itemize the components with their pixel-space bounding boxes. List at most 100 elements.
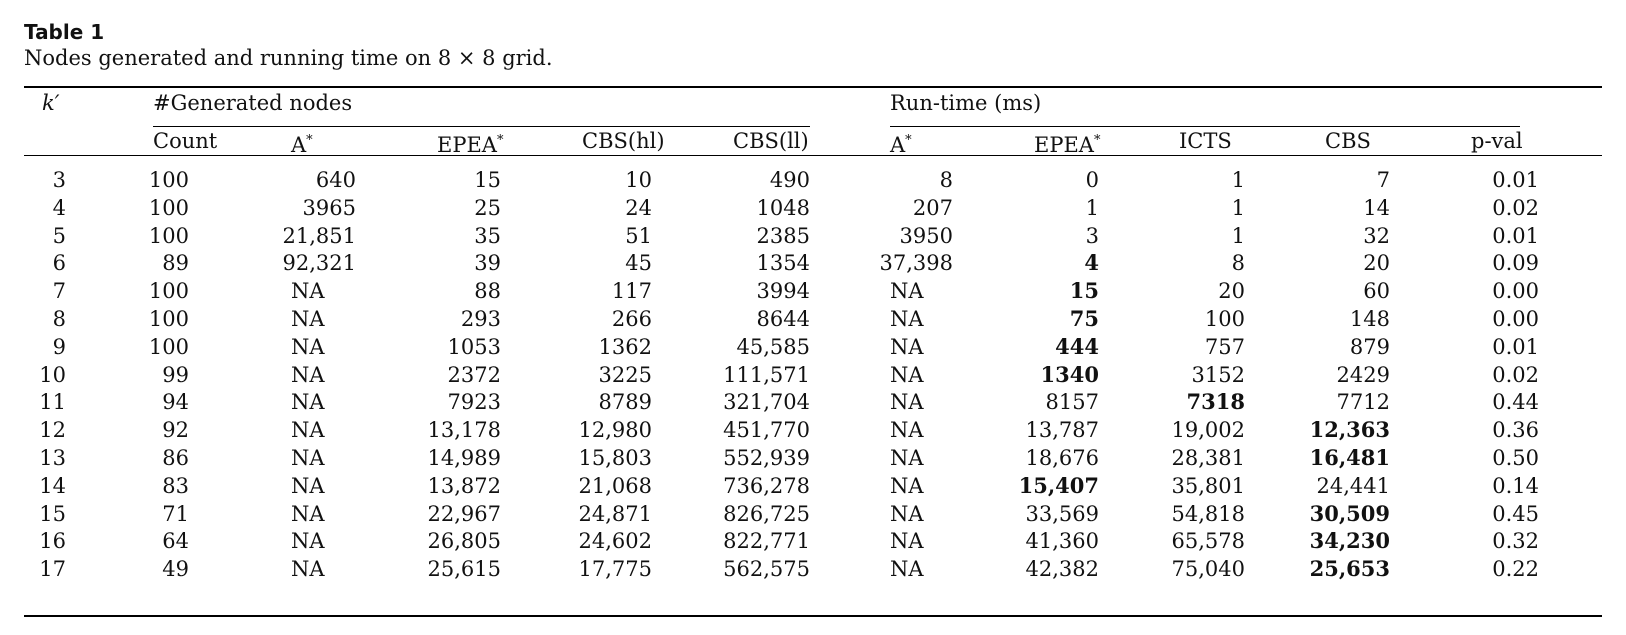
- table-cell-epea-nodes: 39: [474, 251, 501, 276]
- table-cell-count: 86: [162, 446, 189, 470]
- table-cell-cbs-runtime: 7712: [1336, 390, 1390, 415]
- k-value: 4: [52, 195, 66, 220]
- table-cell-count: 100: [148, 168, 189, 192]
- table-cell-icts: 3152: [1191, 362, 1245, 387]
- table-cell-cbs-ll: 826,725: [723, 501, 810, 526]
- table-cell-astar-nodes: NA: [291, 418, 325, 443]
- column-header-p-val: p-val: [1471, 129, 1523, 153]
- table-cell-astar-nodes: NA: [291, 307, 325, 331]
- table-cell-icts: 757: [1204, 334, 1245, 359]
- table-cell-epea-runtime: 18,676: [1025, 446, 1099, 470]
- table-cell-count: 49: [162, 557, 189, 582]
- table-cell-cbs-ll: 1048: [756, 195, 810, 220]
- table-cell-p-val: 0.02: [1492, 195, 1539, 220]
- table-cell-count: 100: [148, 223, 189, 248]
- table-caption-title: Table 1: [24, 20, 105, 44]
- table-cell-icts: 28,381: [1171, 446, 1245, 470]
- table-cell-epea-runtime: 3: [1085, 223, 1099, 248]
- table-cell-p-val: 0.45: [1492, 501, 1539, 526]
- table-cell-astar-nodes: NA: [291, 390, 325, 415]
- table-cell-cbs-hl: 12,980: [578, 418, 652, 443]
- table-cell-p-val: 0.32: [1492, 529, 1539, 554]
- table-cell-p-val: 0.01: [1492, 168, 1539, 192]
- table-cell-icts: 1: [1231, 223, 1245, 248]
- k-value: 7: [52, 279, 66, 304]
- table-cell-icts: 65,578: [1171, 529, 1245, 554]
- table-top-rule: [24, 86, 1602, 88]
- table-cell-cbs-runtime: 24,441: [1316, 473, 1390, 498]
- table-cell-cbs-hl: 24: [625, 195, 652, 220]
- table-cell-p-val: 0.22: [1492, 557, 1539, 582]
- k-value: 6: [52, 251, 66, 276]
- table-cell-astar-runtime: NA: [890, 390, 924, 415]
- table-cell-epea-nodes: 14,989: [427, 446, 501, 470]
- column-header-epea-runtime: EPEA*: [1034, 133, 1101, 157]
- table-cell-epea-nodes: 15: [474, 168, 501, 192]
- table-cell-cbs-hl: 45: [625, 251, 652, 276]
- table-cell-astar-runtime: NA: [890, 557, 924, 582]
- table-cell-astar-runtime: 37,398: [879, 251, 953, 276]
- table-cell-epea-nodes: 22,967: [427, 501, 501, 526]
- table-cell-count: 89: [162, 251, 189, 276]
- table-cell-epea-nodes: 26,805: [427, 529, 501, 554]
- table-cell-epea-nodes: 25: [474, 195, 501, 220]
- table-cell-cbs-ll: 321,704: [723, 390, 810, 415]
- table-cell-icts: 20: [1218, 279, 1245, 304]
- table-cell-cbs-hl: 21,068: [578, 473, 652, 498]
- table-cell-cbs-runtime: 7: [1376, 168, 1390, 192]
- column-header-astar-nodes: A*: [291, 133, 313, 157]
- table-cell-epea-runtime: 444: [1055, 333, 1099, 359]
- table-cell-icts: 1: [1231, 168, 1245, 192]
- k-value: 13: [39, 446, 66, 470]
- table-cell-cbs-runtime: 34,230: [1309, 528, 1390, 554]
- table-cell-astar-runtime: NA: [890, 334, 924, 359]
- table-cell-cbs-runtime: 60: [1363, 279, 1390, 304]
- table-cell-astar-runtime: 3950: [899, 223, 953, 248]
- table-cell-p-val: 0.01: [1492, 334, 1539, 359]
- table-cell-cbs-runtime: 879: [1349, 334, 1390, 359]
- table-cell-icts: 75,040: [1171, 557, 1245, 582]
- table-cell-astar-runtime: NA: [890, 473, 924, 498]
- table-cell-astar-runtime: NA: [890, 501, 924, 526]
- table-cell-epea-nodes: 13,178: [427, 418, 501, 443]
- table-cell-astar-runtime: NA: [890, 529, 924, 554]
- table-cell-cbs-ll: 562,575: [723, 557, 810, 582]
- k-value: 10: [39, 362, 66, 387]
- table-cell-epea-runtime: 4: [1084, 250, 1099, 276]
- table-cell-p-val: 0.00: [1492, 279, 1539, 304]
- k-value: 9: [52, 334, 66, 359]
- runtime-group-header: Run-time (ms): [890, 91, 1042, 115]
- table-cell-epea-runtime: 1: [1085, 195, 1099, 220]
- table-cell-cbs-ll: 490: [769, 168, 810, 192]
- table-cell-astar-runtime: NA: [890, 418, 924, 443]
- table-cell-cbs-hl: 117: [611, 279, 652, 304]
- table-cell-astar-nodes: NA: [291, 362, 325, 387]
- table-cell-astar-nodes: NA: [291, 473, 325, 498]
- table-cell-cbs-runtime: 12,363: [1309, 417, 1390, 443]
- table-cell-cbs-hl: 51: [625, 223, 652, 248]
- table-cell-cbs-hl: 8789: [598, 390, 652, 415]
- table-cell-astar-nodes: 21,851: [282, 223, 356, 248]
- table-cell-astar-runtime: 8: [939, 168, 953, 192]
- table-cell-epea-runtime: 75: [1069, 306, 1099, 331]
- table-cell-cbs-ll: 45,585: [736, 334, 810, 359]
- table-cell-cbs-hl: 1362: [598, 334, 652, 359]
- table-cell-astar-nodes: NA: [291, 557, 325, 582]
- column-header-cbs-ll: CBS(ll): [733, 129, 809, 153]
- table-caption-text: Nodes generated and running time on 8 × …: [24, 46, 553, 70]
- table-cell-count: 100: [148, 334, 189, 359]
- table-cell-astar-nodes: 3965: [302, 195, 356, 220]
- table-cell-cbs-runtime: 32: [1363, 223, 1390, 248]
- table-cell-epea-runtime: 41,360: [1025, 529, 1099, 554]
- k-value: 11: [39, 390, 66, 415]
- k-value: 16: [39, 529, 66, 554]
- table-cell-cbs-runtime: 2429: [1336, 362, 1390, 387]
- table-cell-epea-nodes: 2372: [447, 362, 501, 387]
- table-cell-count: 99: [162, 362, 189, 387]
- table-cell-epea-runtime: 8157: [1045, 390, 1099, 415]
- table-cell-epea-runtime: 0: [1085, 168, 1099, 192]
- table-cell-icts: 1: [1231, 195, 1245, 220]
- table-cell-p-val: 0.36: [1492, 418, 1539, 443]
- table-cell-p-val: 0.44: [1492, 390, 1539, 415]
- k-value: 12: [39, 418, 66, 443]
